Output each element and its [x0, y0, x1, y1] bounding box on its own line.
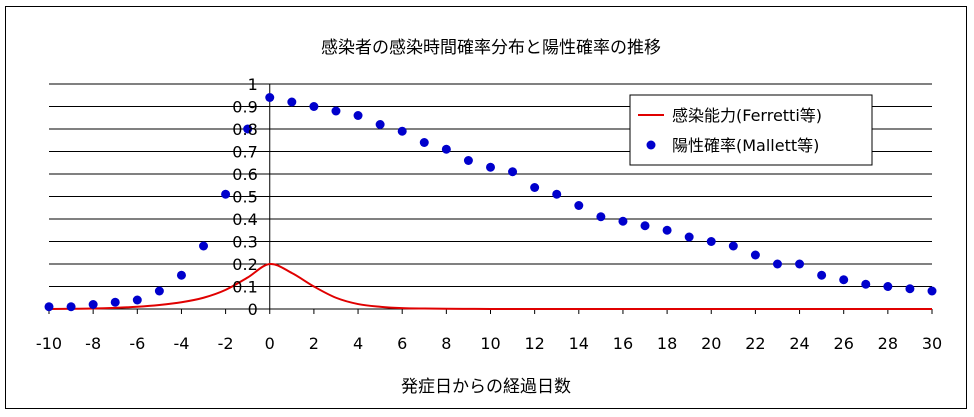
data-point-positive-rate [706, 237, 716, 246]
data-point-positive-rate [419, 138, 429, 147]
data-point-positive-rate [508, 167, 518, 177]
y-tick-label: 1 [248, 75, 258, 94]
x-axis-title: 発症日からの経過日数 [401, 377, 571, 397]
y-tick-label: 0.9 [232, 98, 257, 117]
data-point-positive-rate [110, 297, 120, 307]
data-point-positive-rate [817, 270, 827, 280]
chart-title: 感染者の感染時間確率分布と陽性確率の推移 [321, 38, 661, 58]
data-point-positive-rate [596, 212, 606, 222]
data-point-positive-rate [265, 93, 275, 102]
x-tick-label: 24 [789, 334, 809, 353]
data-point-positive-rate [44, 302, 54, 312]
data-point-positive-rate [375, 120, 385, 129]
data-point-positive-rate [750, 250, 760, 260]
data-point-positive-rate [684, 232, 694, 242]
x-tick-label: 10 [480, 334, 500, 353]
x-tick-label: 28 [878, 334, 898, 353]
x-tick-label: 14 [569, 334, 589, 353]
y-tick-label: 0.6 [232, 165, 257, 184]
data-point-positive-rate [331, 106, 341, 116]
x-tick-label: 30 [922, 334, 942, 353]
data-point-positive-rate [176, 270, 186, 280]
y-tick-label: 0 [248, 300, 258, 319]
data-point-positive-rate [905, 284, 915, 294]
x-tick-label: 16 [613, 334, 633, 353]
data-point-positive-rate [927, 286, 937, 296]
data-point-positive-rate [199, 241, 209, 251]
x-tick-label: -2 [218, 334, 234, 353]
series-line-infectiousness [48, 262, 932, 310]
data-point-positive-rate [309, 102, 319, 111]
y-tick-label: 0.8 [232, 120, 257, 139]
legend-swatch-dot [646, 140, 656, 150]
data-point-positive-rate [353, 111, 363, 120]
data-point-positive-rate [441, 144, 451, 154]
data-point-positive-rate [883, 282, 893, 291]
y-tick-label: 0.4 [232, 210, 257, 229]
y-tick-label: 0.3 [232, 233, 257, 252]
data-point-positive-rate [88, 300, 98, 309]
chart: -10 -8 -6 -4 -2 0 2 4 6 8 10 12 14 16 18 20 22 24 26 28 3000… [36, 38, 942, 397]
data-point-positive-rate [552, 189, 562, 199]
data-point-positive-rate [132, 295, 142, 305]
data-point-positive-rate [221, 189, 231, 199]
data-point-positive-rate [530, 183, 540, 192]
x-tick-label: -10 [36, 334, 62, 353]
x-tick-label: 20 [701, 334, 721, 353]
legend: 感染能力(Ferretti等) 陽性確率(Mallett等) [629, 94, 873, 166]
chart-frame: -10 -8 -6 -4 -2 0 2 4 6 8 10 12 14 16 18 20 22 24 26 28 30 0 0… [5, 6, 967, 409]
x-tick-label: 0 [265, 334, 275, 353]
y-tick-label: 0.2 [232, 255, 257, 274]
data-point-positive-rate [795, 259, 805, 269]
x-tick-label: 22 [745, 334, 765, 353]
tick-labels: -10 -8 -6 -4 -2 0 2 4 6 8 10 12 14 16 18 20 22 24 26 28 3000… [36, 75, 942, 353]
series [44, 93, 937, 312]
x-tick-label: 4 [353, 334, 363, 353]
data-point-positive-rate [574, 201, 584, 210]
data-point-positive-rate [772, 259, 782, 269]
data-point-positive-rate [287, 97, 297, 107]
y-tick-label: 0.5 [232, 188, 257, 207]
data-point-positive-rate [397, 126, 407, 136]
data-point-positive-rate [839, 275, 849, 285]
legend-label: 感染能力(Ferretti等) [672, 106, 822, 125]
data-point-positive-rate [66, 302, 76, 312]
x-tick-label: 18 [657, 334, 677, 353]
legend-box [629, 94, 873, 166]
data-point-positive-rate [243, 124, 253, 134]
x-tick-label: -8 [85, 334, 101, 353]
data-point-positive-rate [861, 279, 871, 289]
legend-label: 陽性確率(Mallett等) [672, 136, 819, 155]
data-point-positive-rate [463, 156, 473, 165]
data-point-positive-rate [486, 162, 495, 172]
x-tick-label: 6 [397, 334, 407, 353]
y-tick-label: 0.7 [232, 143, 257, 162]
x-tick-label: 2 [309, 334, 319, 353]
x-tick-label: 26 [834, 334, 854, 353]
data-point-positive-rate [154, 286, 164, 296]
data-point-positive-rate [618, 216, 628, 226]
x-tick-label: 8 [441, 334, 451, 353]
data-point-positive-rate [728, 241, 738, 251]
y-tick-label: 0.1 [232, 278, 257, 297]
data-point-positive-rate [662, 225, 672, 235]
x-tick-label: -4 [173, 334, 189, 353]
x-tick-label: 12 [524, 334, 544, 353]
x-tick-label: -6 [129, 334, 145, 353]
data-point-positive-rate [640, 221, 650, 231]
